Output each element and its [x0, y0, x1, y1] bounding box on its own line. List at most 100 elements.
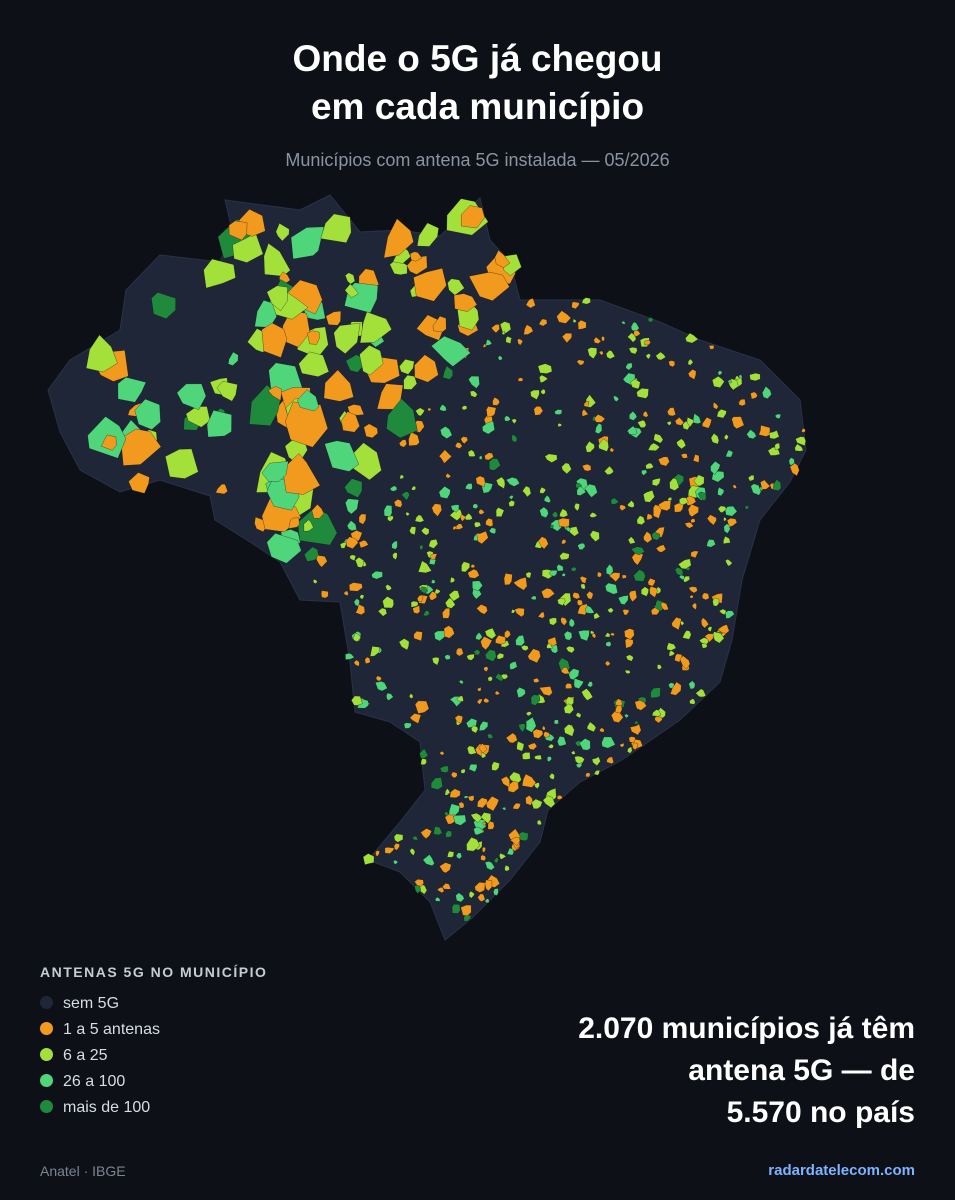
municipality — [467, 795, 475, 802]
municipality — [399, 359, 415, 375]
municipality — [515, 635, 525, 647]
legend-swatch — [40, 1099, 53, 1113]
municipality — [624, 669, 631, 674]
municipality — [643, 531, 653, 544]
municipality — [541, 588, 555, 599]
municipality — [628, 590, 638, 603]
headline: 2.070 municípios já têm — [578, 1012, 915, 1045]
municipality — [445, 597, 456, 609]
municipality — [307, 330, 320, 345]
municipality — [499, 321, 512, 334]
municipality — [435, 896, 441, 902]
municipality — [509, 495, 514, 500]
municipality — [565, 646, 575, 654]
municipality — [477, 893, 486, 902]
municipality — [101, 434, 117, 451]
municipality — [591, 756, 601, 766]
municipality — [431, 503, 442, 517]
municipality — [371, 570, 383, 580]
municipality — [607, 607, 614, 613]
municipality — [511, 418, 517, 424]
municipality — [442, 365, 453, 380]
municipality — [609, 447, 614, 453]
municipality — [414, 700, 430, 714]
municipality — [467, 745, 477, 755]
municipality — [723, 535, 731, 545]
municipality — [434, 588, 441, 595]
legend-label: 26 a 100 — [63, 1073, 126, 1090]
municipality — [455, 523, 464, 530]
site-link[interactable]: radardatelecom.com — [768, 1162, 915, 1179]
municipality — [386, 398, 418, 439]
municipality — [717, 505, 727, 513]
municipality — [749, 372, 761, 382]
municipality — [678, 558, 692, 570]
municipality — [403, 722, 412, 729]
municipality — [750, 483, 762, 496]
municipality — [571, 301, 580, 310]
municipality — [674, 417, 685, 426]
municipality — [430, 553, 438, 560]
municipality — [630, 723, 642, 736]
municipality — [678, 574, 685, 580]
municipality — [581, 297, 591, 305]
municipality — [701, 617, 709, 629]
municipality — [439, 765, 449, 773]
municipality — [176, 383, 207, 410]
municipality — [431, 657, 440, 666]
municipality — [605, 660, 611, 667]
municipality — [384, 847, 395, 854]
municipality — [185, 406, 211, 428]
municipality — [795, 436, 806, 446]
municipality — [615, 704, 623, 714]
municipality — [505, 477, 520, 487]
municipality — [674, 653, 683, 663]
headline: 5.570 no país — [726, 1096, 915, 1129]
municipality — [303, 519, 314, 532]
municipality — [744, 505, 749, 510]
municipality — [456, 695, 464, 702]
municipality — [346, 520, 357, 531]
municipality — [554, 409, 563, 415]
municipality — [501, 331, 505, 335]
municipality — [484, 627, 497, 640]
municipality — [628, 736, 636, 743]
municipality — [605, 641, 612, 647]
municipality — [392, 552, 398, 561]
municipality — [304, 546, 320, 562]
municipality — [466, 837, 480, 852]
municipality — [597, 571, 602, 578]
municipality — [538, 318, 548, 327]
municipality — [625, 362, 633, 371]
municipality — [399, 474, 404, 480]
municipality — [650, 687, 661, 699]
municipality — [417, 560, 432, 574]
municipality — [668, 360, 676, 368]
municipality — [414, 514, 425, 523]
municipality — [344, 478, 363, 498]
municipality — [747, 475, 755, 482]
municipality — [345, 272, 356, 285]
municipality — [467, 568, 480, 579]
municipality — [606, 563, 614, 576]
municipality — [420, 586, 428, 594]
municipality — [594, 414, 606, 423]
municipality — [433, 826, 443, 836]
municipality — [561, 462, 572, 475]
municipality — [461, 405, 468, 411]
municipality — [449, 788, 461, 798]
municipality — [655, 351, 666, 361]
municipality — [557, 736, 567, 747]
municipality — [454, 715, 463, 724]
municipality — [455, 442, 463, 449]
municipality — [409, 848, 416, 856]
municipality — [646, 513, 653, 520]
municipality — [542, 795, 556, 808]
legend-item: 1 a 5 antenas — [40, 1020, 160, 1040]
municipality — [363, 423, 378, 439]
municipality — [461, 561, 470, 573]
municipality — [470, 812, 483, 823]
municipality — [419, 748, 429, 759]
municipality — [589, 530, 600, 542]
